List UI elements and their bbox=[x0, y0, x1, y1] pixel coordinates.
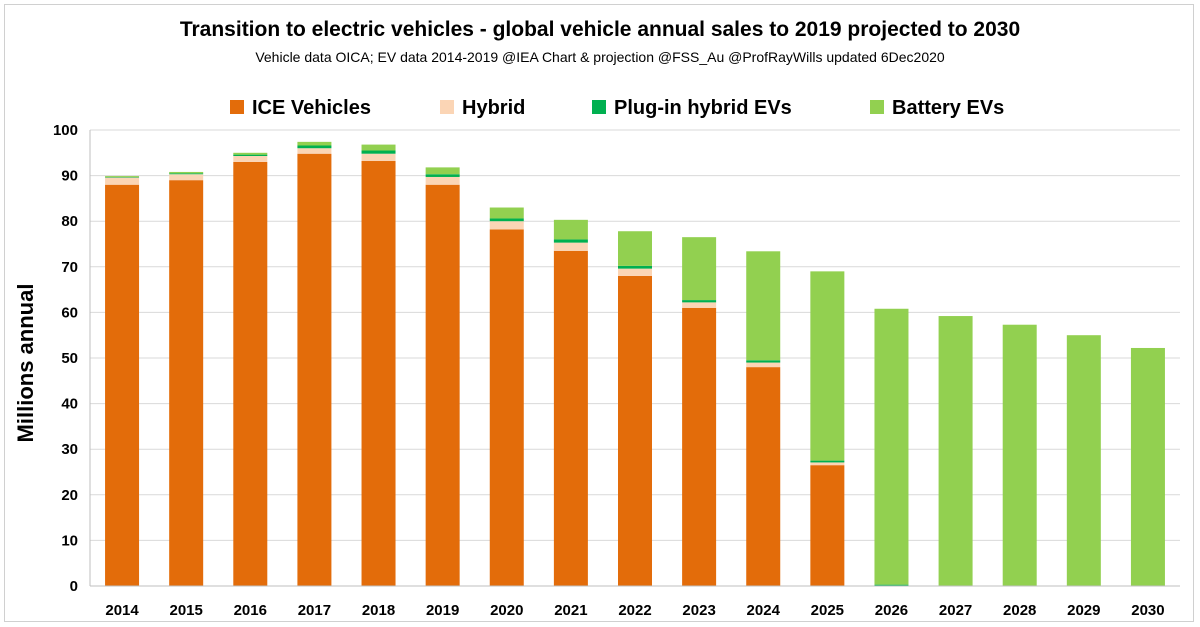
bar-segment-ice-vehicles bbox=[810, 465, 845, 586]
bar-segment-ice-vehicles bbox=[553, 250, 588, 586]
bar-segment-plug-in-hybrid-evs bbox=[361, 150, 396, 154]
x-tick-label: 2025 bbox=[811, 602, 844, 619]
x-tick-label: 2018 bbox=[362, 602, 395, 619]
bar-segment-plug-in-hybrid-evs bbox=[169, 173, 204, 175]
bar-segment-battery-evs bbox=[425, 167, 460, 175]
bar-segment-battery-evs bbox=[938, 316, 973, 586]
bar-segment-ice-vehicles bbox=[169, 180, 204, 586]
x-tick-label: 2019 bbox=[426, 602, 459, 619]
bar-segment-battery-evs bbox=[233, 152, 268, 155]
bar-segment-battery-evs bbox=[361, 144, 396, 151]
x-tick-label: 2016 bbox=[234, 602, 267, 619]
bar-segment-plug-in-hybrid-evs bbox=[810, 460, 845, 463]
bar-segment-battery-evs bbox=[682, 237, 717, 301]
bar-segment-plug-in-hybrid-evs bbox=[618, 265, 652, 269]
y-axis-label: Millions annual bbox=[13, 284, 38, 443]
bar-segment-plug-in-hybrid-evs bbox=[297, 145, 332, 149]
bar-segment-hybrid bbox=[361, 153, 396, 162]
legend: ICE Vehicles Hybrid Plug-in hybrid EVs Batt… bbox=[230, 97, 1004, 119]
bar-segment-plug-in-hybrid-evs bbox=[746, 360, 781, 363]
x-tick-label: 2020 bbox=[490, 602, 523, 619]
y-tick-label: 20 bbox=[61, 487, 78, 504]
y-tick-label: 40 bbox=[61, 396, 78, 413]
bar-segment-plug-in-hybrid-evs bbox=[553, 239, 588, 243]
x-tick-label: 2028 bbox=[1003, 602, 1036, 619]
bar-segment-ice-vehicles bbox=[746, 367, 781, 586]
x-tick-label: 2024 bbox=[747, 602, 781, 619]
bar-segment-ice-vehicles bbox=[489, 229, 524, 586]
bar-segment-hybrid bbox=[169, 174, 204, 181]
y-tick-label: 70 bbox=[61, 259, 78, 276]
legend-label: Hybrid bbox=[462, 97, 525, 119]
chart-title: Transition to electric vehicles - global… bbox=[180, 18, 1020, 41]
bar-segment-ice-vehicles bbox=[618, 275, 652, 586]
bar-segment-battery-evs bbox=[297, 141, 332, 146]
bar-segment-plug-in-hybrid-evs bbox=[425, 174, 460, 177]
bar-segment-plug-in-hybrid-evs bbox=[489, 218, 524, 222]
y-tick-label: 0 bbox=[70, 578, 78, 595]
bar-segment-hybrid bbox=[682, 302, 717, 308]
bar-segment-hybrid bbox=[618, 268, 652, 276]
bar-segment-battery-evs bbox=[618, 231, 652, 266]
x-tick-label: 2014 bbox=[105, 602, 139, 619]
bar-segment-hybrid bbox=[105, 177, 140, 185]
legend-label: Battery EVs bbox=[892, 97, 1004, 119]
x-tick-label: 2026 bbox=[875, 602, 908, 619]
bar-segment-hybrid bbox=[297, 148, 332, 154]
bar-segment-plug-in-hybrid-evs bbox=[233, 154, 268, 156]
bar-segment-ice-vehicles bbox=[297, 153, 332, 586]
legend-swatch bbox=[440, 100, 454, 114]
x-tick-label: 2029 bbox=[1067, 602, 1100, 619]
x-tick-label: 2015 bbox=[169, 602, 202, 619]
bar-segment-hybrid bbox=[553, 242, 588, 251]
bar-segment-battery-evs bbox=[746, 251, 781, 361]
bar-segment-ice-vehicles bbox=[361, 161, 396, 586]
bar-segment-battery-evs bbox=[169, 171, 204, 174]
x-tick-label: 2027 bbox=[939, 602, 972, 619]
bar-segment-plug-in-hybrid-evs bbox=[105, 176, 140, 178]
bar-segment-battery-evs bbox=[553, 219, 588, 240]
legend-swatch bbox=[230, 100, 244, 114]
bar-segment-hybrid bbox=[746, 362, 781, 368]
bars bbox=[105, 141, 1165, 587]
bar-segment-battery-evs bbox=[1002, 324, 1037, 586]
bar-segment-hybrid bbox=[489, 221, 524, 230]
bar-segment-hybrid bbox=[425, 176, 460, 185]
bar-segment-ice-vehicles bbox=[233, 161, 268, 587]
bar-segment-ice-vehicles bbox=[105, 184, 140, 586]
legend-swatch bbox=[870, 100, 884, 114]
y-tick-label: 80 bbox=[61, 213, 78, 230]
bar-segment-hybrid bbox=[233, 155, 268, 162]
bar-segment-battery-evs bbox=[1066, 335, 1101, 586]
bar-segment-battery-evs bbox=[810, 271, 845, 461]
y-tick-label: 100 bbox=[53, 122, 78, 139]
legend-label: Plug-in hybrid EVs bbox=[614, 97, 792, 119]
bar-segment-plug-in-hybrid-evs bbox=[682, 300, 717, 303]
legend-label: ICE Vehicles bbox=[252, 97, 371, 119]
y-tick-label: 30 bbox=[61, 441, 78, 458]
legend-swatch bbox=[592, 100, 606, 114]
y-tick-label: 50 bbox=[61, 350, 78, 367]
chart-subtitle: Vehicle data OICA; EV data 2014-2019 @IE… bbox=[255, 49, 945, 65]
bar-segment-battery-evs bbox=[874, 308, 909, 585]
bar-segment-hybrid bbox=[810, 462, 845, 466]
bar-segment-plug-in-hybrid-evs bbox=[874, 584, 909, 586]
y-tick-label: 90 bbox=[61, 168, 78, 185]
bar-segment-ice-vehicles bbox=[425, 184, 460, 586]
y-tick-label: 10 bbox=[61, 532, 78, 549]
x-tick-label: 2023 bbox=[682, 602, 715, 619]
y-tick-label: 60 bbox=[61, 304, 78, 321]
x-tick-label: 2017 bbox=[298, 602, 331, 619]
bar-segment-battery-evs bbox=[1130, 347, 1165, 586]
x-tick-label: 2030 bbox=[1131, 602, 1164, 619]
bar-segment-battery-evs bbox=[105, 176, 140, 177]
x-tick-label: 2022 bbox=[618, 602, 651, 619]
bar-segment-battery-evs bbox=[489, 207, 524, 219]
bar-segment-ice-vehicles bbox=[682, 307, 717, 586]
x-tick-label: 2021 bbox=[554, 602, 587, 619]
